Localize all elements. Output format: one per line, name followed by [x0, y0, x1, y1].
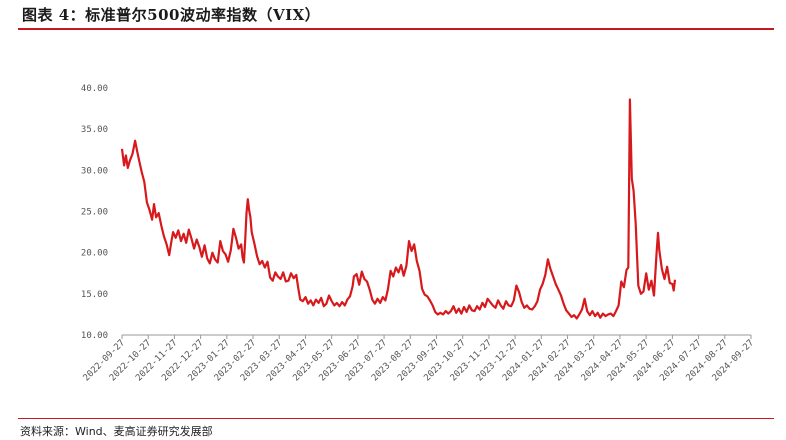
y-tick-label: 15.00 — [81, 290, 108, 300]
y-axis-ticks: 40.00 35.00 30.00 25.00 20.00 15.00 10.00 — [81, 84, 108, 341]
source-note: 资料来源：Wind、麦高证券研究发展部 — [20, 425, 213, 438]
vix-series-line — [120, 98, 677, 320]
figure-title: 图表 4：标准普尔500波动率指数（VIX） — [22, 6, 321, 24]
source-divider — [18, 418, 774, 419]
y-tick-label: 30.00 — [81, 166, 108, 176]
y-tick-label: 25.00 — [81, 208, 108, 218]
y-tick-label: 20.00 — [81, 249, 108, 259]
y-tick-label: 35.00 — [81, 125, 108, 135]
y-tick-label: 40.00 — [81, 84, 108, 94]
y-tick-label: 10.00 — [81, 331, 108, 341]
chart-container: 40.00 35.00 30.00 25.00 20.00 15.00 10.00 2022… — [0, 30, 786, 415]
x-axis-ticks: 2022-09-272022-10-272022-11-272022-12-27… — [82, 335, 756, 383]
vix-line-chart: 40.00 35.00 30.00 25.00 20.00 15.00 10.00 2022… — [81, 84, 756, 383]
title-bar: 图表 4：标准普尔500波动率指数（VIX） — [18, 0, 774, 30]
